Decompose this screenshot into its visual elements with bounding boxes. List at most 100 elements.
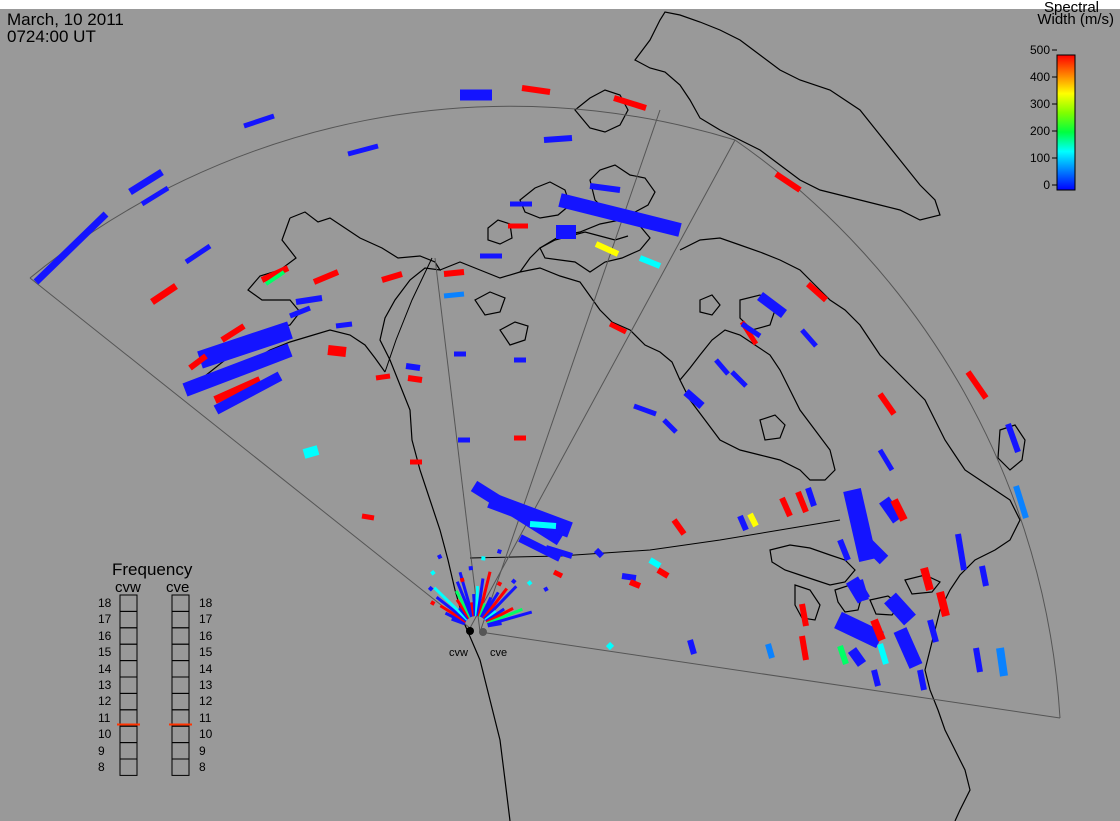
map-background [0, 9, 1120, 821]
scatter-cell [407, 375, 423, 383]
scatter-cell [483, 585, 518, 621]
scatter-cell [608, 321, 628, 335]
scatter-cell [443, 291, 465, 299]
scatter-cell [747, 512, 759, 528]
scatter-cell [260, 265, 290, 283]
scatter-cell [429, 600, 436, 606]
site-label-cve: cve [490, 647, 508, 659]
scatter-cell [197, 321, 293, 369]
scatter-cell [613, 95, 647, 111]
scatter-cell [289, 305, 311, 319]
scatter-cell [476, 578, 485, 617]
frequency-label-right: 18 [199, 596, 213, 610]
colorbar-tick-label: 400 [1029, 70, 1050, 84]
scatter-cell [837, 645, 849, 665]
colorbar-tick-label: 200 [1029, 124, 1050, 138]
frequency-label-left: 8 [98, 760, 105, 774]
scatter-cell [140, 185, 170, 207]
scatter-cell [496, 548, 502, 554]
scatter-cell [545, 545, 573, 559]
frequency-label-left: 13 [98, 678, 112, 692]
scatter-cell [714, 358, 730, 376]
frequency-label-right: 15 [199, 645, 213, 660]
colorbar-units: Width (m/s) [1037, 11, 1114, 28]
scatter-cell [335, 321, 353, 329]
scatter-cell [920, 566, 934, 592]
scatter-cell [455, 598, 471, 619]
scatter-cell [188, 353, 208, 371]
scatter-cell [936, 591, 950, 617]
scatter-cell [487, 610, 533, 627]
frequency-label-left: 12 [98, 694, 112, 709]
borders [384, 257, 841, 559]
scatter-cell [405, 363, 421, 371]
scatter-cell [213, 371, 283, 415]
scatter-cell [621, 573, 637, 581]
scatter-cell [486, 607, 523, 625]
site-label-cvw: cvw [449, 647, 468, 659]
scatter-cell [765, 643, 775, 659]
cve-site-marker [479, 628, 487, 636]
scatter-cell [543, 586, 549, 592]
scatter-cell [529, 521, 557, 529]
frequency-label-right: 17 [199, 612, 213, 627]
scatter-cell [648, 557, 662, 569]
frequency-label-left: 11 [98, 710, 111, 725]
scatter-cell [430, 570, 436, 576]
scatter-cell [965, 370, 989, 400]
scatter-cell [552, 569, 564, 579]
scatter-cell [884, 592, 916, 626]
frequency-cell [119, 758, 138, 776]
colorbar [1056, 54, 1076, 191]
scatter-cell [487, 492, 573, 538]
frequency-label-left: 17 [98, 612, 112, 627]
scatter-cell [474, 585, 479, 617]
scatter-cell [487, 622, 502, 628]
frequency-scales [117, 594, 192, 776]
scatter-cell [481, 591, 500, 619]
scatter-cell [955, 533, 967, 571]
frequency-label-right: 16 [199, 628, 213, 643]
scatter-cell [871, 669, 881, 687]
scatter-cell [459, 577, 465, 583]
scatter-cell [295, 295, 323, 305]
scatter-cell [477, 571, 492, 617]
scatter-cell [1013, 485, 1029, 519]
scatter-cell [774, 171, 802, 193]
colorbar-title: Spectral [1043, 0, 1099, 16]
scatter-cell [482, 587, 508, 620]
scatter-cell [454, 590, 472, 619]
scatter-cell [347, 143, 379, 157]
scatter-cell [327, 345, 347, 357]
scatter-cell [302, 445, 320, 459]
frequency-label-right: 8 [199, 760, 206, 774]
frequency-title: Frequency [112, 560, 193, 579]
scatter-cell [857, 579, 869, 601]
scatter-cell [182, 343, 293, 397]
frequency-label-left: 18 [98, 596, 112, 610]
frequency-label-right: 9 [199, 743, 206, 758]
scatter-cell [213, 376, 262, 404]
scatter-cell [799, 603, 809, 627]
scatter-cell [435, 596, 468, 622]
coastlines [199, 11, 1026, 821]
scatter-cell [150, 283, 178, 305]
scatter-cell [893, 627, 923, 669]
colorbar-ticks [1052, 49, 1057, 186]
scatter-cell [996, 647, 1008, 677]
frequency-label-left: 16 [98, 628, 112, 643]
scatter-cell [455, 581, 473, 618]
scatter-cell [687, 639, 697, 655]
date-label: March, 10 2011 [7, 10, 124, 29]
scatter-cell [795, 490, 809, 514]
frequency-label-left: 10 [98, 727, 112, 742]
scatter-cell [800, 328, 818, 348]
scatter-cell [633, 403, 657, 417]
scatter-cell [628, 579, 642, 589]
scatter-cell [427, 585, 434, 592]
scatter-cell [361, 513, 375, 521]
scatter-cell [543, 135, 573, 143]
scatter-cell [662, 418, 678, 434]
frequency-label-right: 13 [199, 678, 213, 692]
